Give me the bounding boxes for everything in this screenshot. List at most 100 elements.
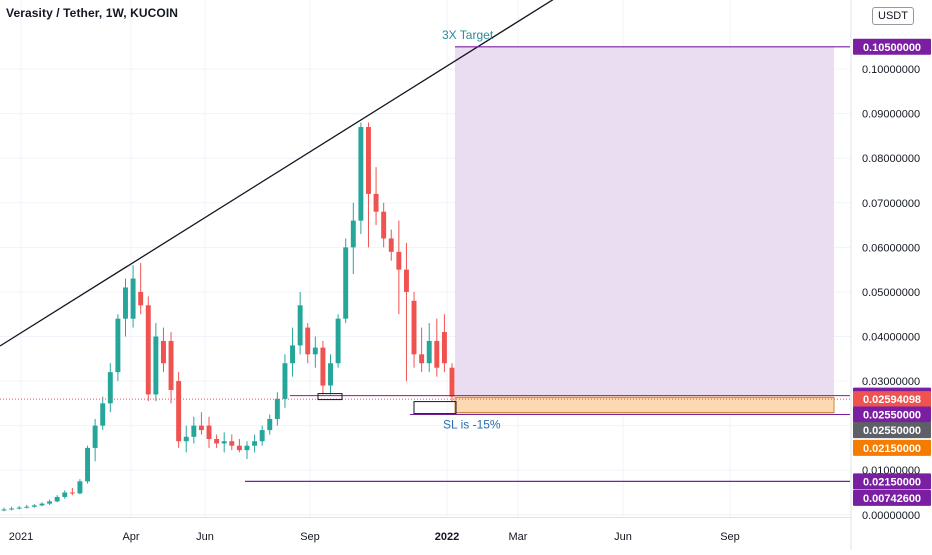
candle-body xyxy=(381,211,387,239)
candle-body xyxy=(426,340,432,364)
candle-body xyxy=(9,508,15,510)
candle-body xyxy=(396,251,402,270)
candle-body xyxy=(411,300,417,355)
candle-body xyxy=(191,425,197,437)
y-tick-label: 0.10000000 xyxy=(862,64,920,76)
candle-body xyxy=(335,318,341,364)
candle-body xyxy=(350,220,356,248)
candle-body xyxy=(100,403,106,426)
y-tick-label: 0.06000000 xyxy=(862,242,920,254)
candle-body xyxy=(206,425,212,440)
candle-body xyxy=(434,340,440,368)
price-tag-label: 0.02594098 xyxy=(863,394,921,406)
price-tag xyxy=(853,38,931,55)
price-tag-label: 0.02150000 xyxy=(863,443,921,455)
drawing-zones xyxy=(454,46,835,415)
candle-body xyxy=(328,363,333,386)
x-tick-label: Sep xyxy=(720,531,740,543)
candle-body xyxy=(312,347,318,355)
rising-trendline xyxy=(0,0,554,347)
candle-body xyxy=(388,238,394,252)
candle-body xyxy=(252,441,258,446)
currency-unit-badge[interactable]: USDT xyxy=(872,7,914,25)
x-tick-label: Sep xyxy=(300,531,320,543)
stop-loss-zone-border xyxy=(454,397,835,413)
price-tag xyxy=(853,406,931,423)
y-tick-label: 0.07000000 xyxy=(862,198,920,210)
candle-body xyxy=(123,287,128,319)
x-tick-label: 2022 xyxy=(435,531,459,543)
price-tag-label: 0.10500000 xyxy=(863,42,921,54)
price-tag-label: 0.02550000 xyxy=(863,409,921,421)
candle-body xyxy=(236,445,242,451)
candle-body xyxy=(92,425,98,448)
y-tick-label: 0.05000000 xyxy=(862,287,920,299)
target-zone xyxy=(455,46,834,396)
candle-body xyxy=(153,336,159,395)
candle-body xyxy=(244,445,250,451)
candle-body xyxy=(54,496,60,502)
candle-body xyxy=(373,193,379,212)
candle-body xyxy=(214,439,220,444)
candle-body xyxy=(297,305,303,346)
price-tag xyxy=(853,473,931,490)
candle-body xyxy=(198,425,204,431)
candle-body xyxy=(343,247,349,319)
price-tag-label: 0.00742600 xyxy=(863,493,921,505)
candle-body xyxy=(69,492,75,494)
candle-body xyxy=(115,318,121,373)
x-tick-label: Jun xyxy=(614,531,632,543)
chart-title: Verasity / Tether, 1W, KUCOIN xyxy=(6,6,179,20)
candle-body xyxy=(305,327,311,355)
target-annotation: 3X Target xyxy=(442,28,494,42)
candle-body xyxy=(107,372,113,404)
candle-body xyxy=(176,381,182,442)
candle-body xyxy=(403,269,409,292)
candle-body xyxy=(39,503,45,506)
price-tag xyxy=(853,489,931,506)
candle-body xyxy=(31,505,37,507)
price-tag xyxy=(853,439,931,456)
y-tick-label: 0.09000000 xyxy=(862,109,920,121)
candle-body xyxy=(274,398,280,419)
price-tag-label: 0.02150000 xyxy=(863,476,921,488)
candle-body xyxy=(145,305,151,395)
candle-body xyxy=(16,507,22,509)
candle-body xyxy=(267,418,273,431)
x-tick-label: Jun xyxy=(196,531,214,543)
price-tag-label: 0.02550000 xyxy=(863,425,921,437)
range-box-left xyxy=(317,393,343,401)
candle-body xyxy=(160,340,166,364)
y-tick-label: 0.08000000 xyxy=(862,153,920,165)
drawing-lines: 3X Target SL is -15% xyxy=(0,0,850,482)
candle-body xyxy=(282,363,288,399)
candle-body xyxy=(85,447,90,482)
candle-body xyxy=(138,291,144,306)
x-tick-label: 2021 xyxy=(9,531,33,543)
candle-body xyxy=(290,345,296,364)
candle-body xyxy=(130,278,136,319)
candle-body xyxy=(168,340,174,390)
y-tick-label: 0.03000000 xyxy=(862,376,920,388)
candle-body xyxy=(24,506,30,508)
candle-body xyxy=(441,332,447,364)
y-tick-label: 0.00000000 xyxy=(862,510,920,522)
x-tick-label: Mar xyxy=(509,531,528,543)
x-tick-label: Apr xyxy=(122,531,139,543)
candle-body xyxy=(229,441,235,446)
candle-body xyxy=(419,354,425,364)
stop-loss-annotation: SL is -15% xyxy=(443,417,501,431)
candle-body xyxy=(320,347,326,386)
candle-body xyxy=(62,492,68,497)
candle-body xyxy=(259,430,265,442)
candle-body xyxy=(183,436,189,442)
candle-body xyxy=(221,441,227,444)
stop-loss-zone xyxy=(455,395,834,415)
range-box-right xyxy=(413,401,457,415)
candle-body xyxy=(358,127,364,221)
candle-body xyxy=(449,367,455,397)
candlestick-series xyxy=(1,122,455,512)
